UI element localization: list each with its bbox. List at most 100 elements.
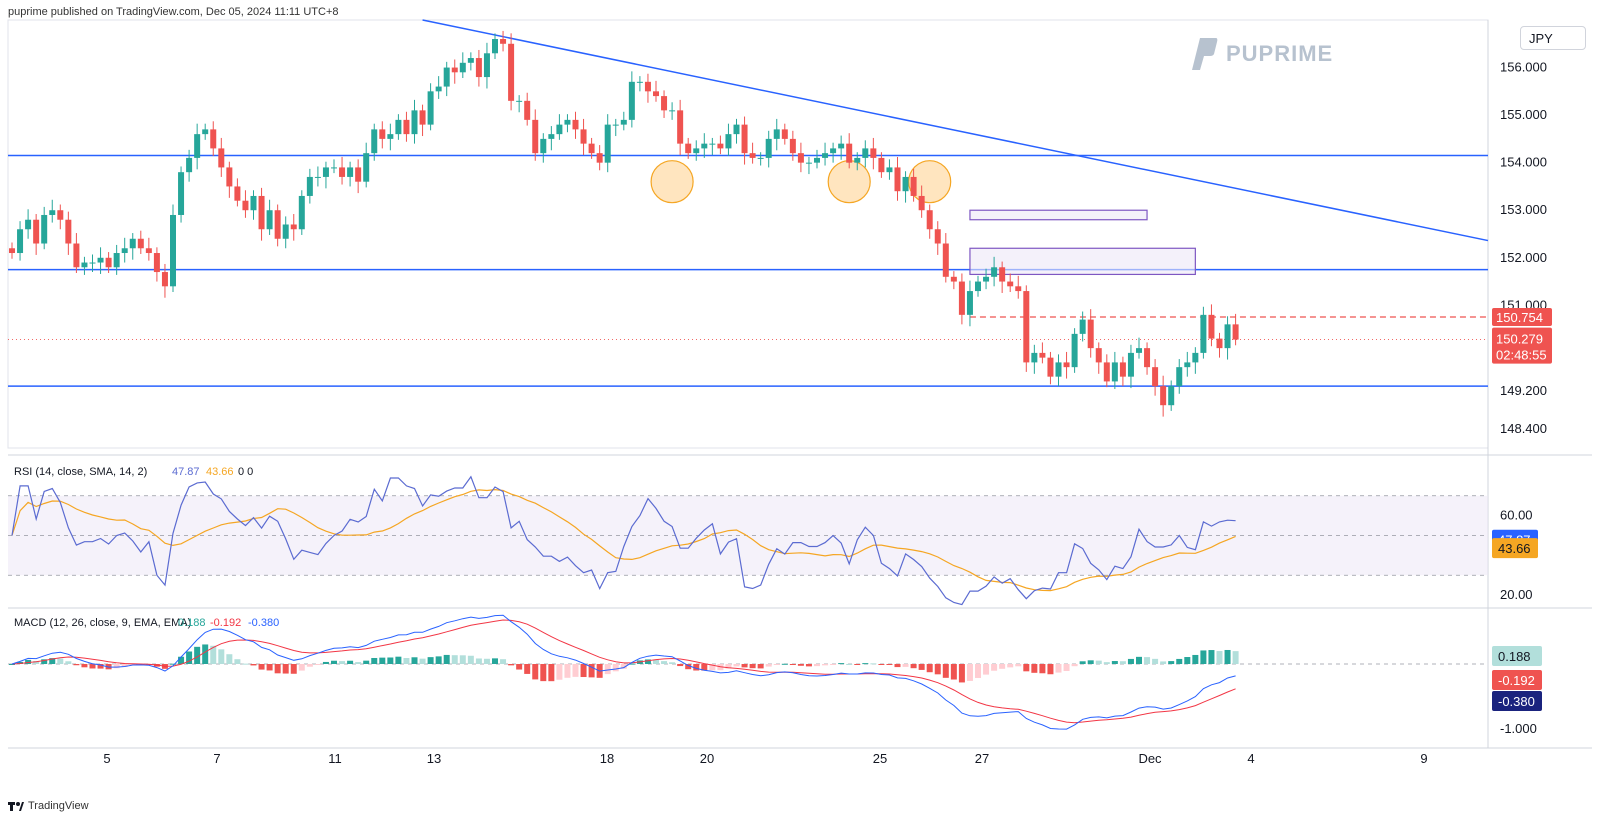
- price-pane-frame: [7, 19, 1489, 449]
- candle-body: [797, 153, 804, 163]
- macd-histogram-bar: [765, 664, 772, 667]
- macd-histogram-bar: [234, 659, 241, 664]
- macd-histogram-bar: [9, 664, 15, 665]
- candle-body: [1224, 324, 1231, 349]
- macd-histogram-bar: [89, 664, 96, 669]
- macd-histogram-bar: [467, 655, 474, 664]
- macd-histogram-bar: [483, 658, 490, 664]
- macd-histogram-bar: [966, 664, 973, 681]
- macd-histogram-bar: [178, 656, 185, 664]
- candle-body: [862, 148, 869, 158]
- macd-histogram-bar: [628, 663, 635, 665]
- macd-histogram-bar: [540, 664, 547, 682]
- macd-histogram-bar: [49, 658, 56, 664]
- candle-body: [266, 210, 273, 230]
- candle-body: [451, 67, 458, 73]
- supply-zone-rect: [969, 209, 1148, 221]
- candle-body: [500, 39, 507, 44]
- candle-body: [258, 195, 265, 230]
- candle-body: [532, 119, 539, 154]
- rsi-ma-line: [11, 488, 1236, 592]
- macd-histogram-bar: [580, 664, 587, 678]
- macd-histogram-bar: [1168, 661, 1175, 664]
- macd-histogram-bar: [500, 659, 507, 664]
- candle-body: [419, 110, 426, 125]
- macd-histogram-bar: [975, 664, 981, 678]
- candle-body: [1087, 319, 1094, 349]
- macd-histogram-bar: [1192, 654, 1199, 664]
- macd-histogram-bar: [1095, 660, 1102, 664]
- candle-body: [427, 91, 434, 125]
- macd-histogram-bar: [516, 664, 523, 670]
- macd-histogram-bar: [661, 661, 668, 664]
- candle-body: [371, 129, 378, 154]
- candle-body: [926, 210, 933, 230]
- macd-histogram-bar: [725, 664, 732, 669]
- macd-histogram-bar: [693, 664, 700, 671]
- macd-signal-tag-bg: [1492, 691, 1542, 711]
- macd-hist-tag: 0.188: [1498, 649, 1531, 664]
- candle-body: [186, 157, 193, 173]
- candle-body: [918, 195, 925, 211]
- candle-body: [250, 195, 257, 211]
- candle-body: [781, 129, 788, 139]
- macd-histogram-bar: [403, 658, 410, 664]
- candle-body: [1184, 362, 1191, 368]
- candle-body: [942, 243, 949, 277]
- macd-histogram-bar: [218, 649, 225, 664]
- macd-histogram-bar: [459, 655, 466, 664]
- macd-legend-signal: -0.380: [248, 617, 279, 629]
- candle-body: [765, 138, 772, 158]
- tradingview-label: TradingView: [28, 800, 89, 812]
- candle-body: [516, 100, 523, 102]
- macd-histogram-bar: [556, 664, 563, 680]
- puprime-logo: PUPRIME: [1190, 36, 1333, 72]
- macd-histogram-bar: [620, 664, 627, 669]
- candle-body: [653, 91, 659, 97]
- tradingview-footer: TradingView: [8, 800, 89, 812]
- candle-body: [202, 129, 209, 135]
- macd-histogram-bar: [524, 664, 531, 674]
- candle-body: [580, 129, 587, 144]
- candle-body: [1047, 357, 1054, 377]
- currency-label[interactable]: JPY: [1520, 26, 1586, 50]
- macd-histogram-bar: [894, 664, 901, 668]
- macd-histogram-bar: [1071, 664, 1078, 667]
- time-tick-label: 25: [873, 751, 887, 766]
- candle-body: [170, 214, 176, 287]
- candle-body: [1039, 352, 1046, 358]
- candle-body: [347, 167, 354, 177]
- candle-body: [1216, 338, 1223, 349]
- candle-body: [339, 167, 346, 177]
- macd-histogram-bar: [677, 664, 684, 667]
- descending-trendline: [422, 19, 1489, 242]
- candle-body: [178, 172, 185, 215]
- macd-histogram-bar: [942, 664, 949, 678]
- candle-body: [1168, 386, 1175, 406]
- candle-body: [677, 110, 684, 144]
- macd-histogram-bar: [1152, 658, 1159, 664]
- price-tick-label: 149.200: [1500, 383, 1547, 398]
- macd-histogram-bar: [918, 664, 925, 670]
- macd-histogram-bar: [1200, 650, 1207, 664]
- candle-body: [572, 119, 579, 130]
- rsi-line: [11, 475, 1236, 606]
- tradingview-icon: [8, 802, 24, 811]
- candle-body: [773, 129, 780, 139]
- macd-histogram-bar: [1208, 650, 1215, 664]
- macd-histogram-bar: [186, 651, 193, 664]
- macd-histogram-bar: [1111, 661, 1118, 664]
- last-price-tag-bg: [1492, 327, 1552, 364]
- macd-histogram-bar: [258, 664, 265, 670]
- macd-histogram-bar: [121, 664, 128, 667]
- macd-line: [11, 614, 1236, 730]
- candle-body: [355, 167, 362, 182]
- candle-body: [475, 58, 482, 78]
- candle-body: [1208, 314, 1215, 339]
- candle-body: [612, 124, 619, 126]
- macd-histogram-bar: [73, 664, 80, 666]
- macd-histogram-bar: [1079, 661, 1086, 664]
- macd-histogram-bar: [226, 654, 233, 664]
- rsi-ma-tag: 43.66: [1498, 541, 1531, 556]
